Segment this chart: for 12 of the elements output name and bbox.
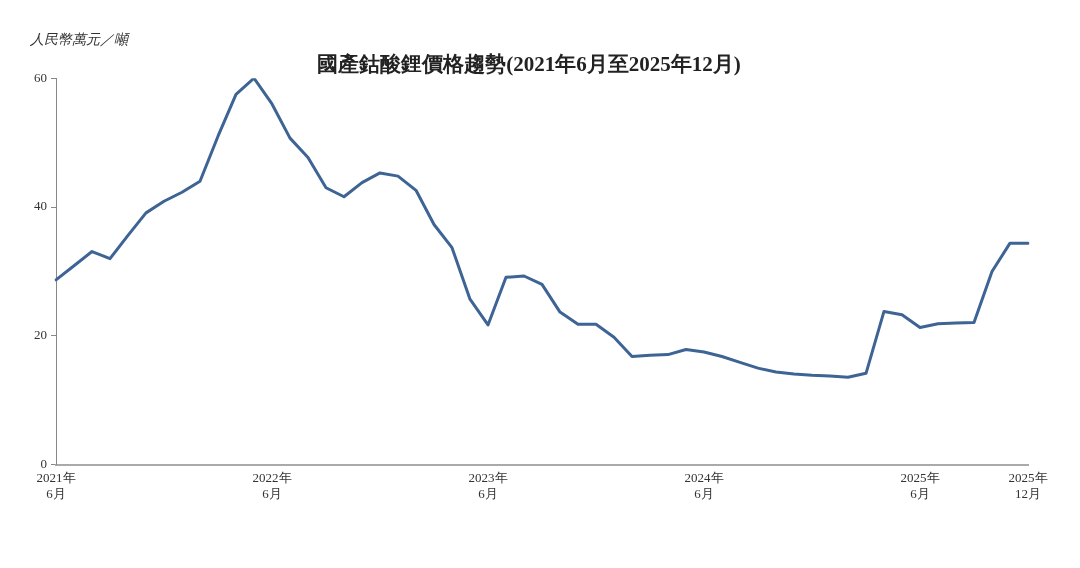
x-tick-label: 2021年 6月: [36, 470, 76, 501]
y-tick-label: 20: [34, 327, 47, 343]
x-tick-label: 2025年 6月: [900, 470, 940, 501]
y-tick-label: 0: [40, 456, 47, 472]
y-tick-label: 40: [34, 198, 47, 214]
x-tick-label: 2024年 6月: [684, 470, 724, 501]
x-tick-label: 2023年 6月: [468, 470, 508, 501]
x-tick-label: 2022年 6月: [252, 470, 292, 501]
chart-title: 國產鈷酸鋰價格趨勢(2021年6月至2025年12月): [317, 52, 741, 77]
y-tick-label: 60: [34, 69, 47, 85]
y-axis-title: 人民幣萬元／噸: [29, 31, 130, 47]
x-tick-label: 2025年 12月: [1008, 470, 1048, 501]
